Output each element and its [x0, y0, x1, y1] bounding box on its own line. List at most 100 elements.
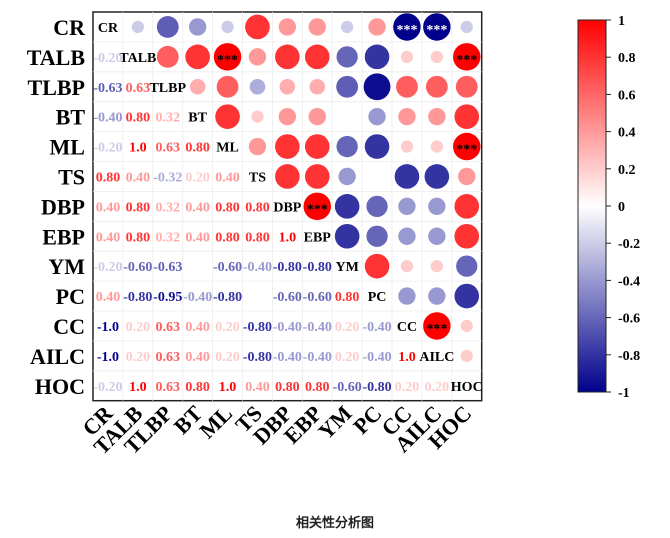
coefficient-label: 0.40	[215, 170, 240, 185]
diagonal-label: CR	[98, 21, 119, 36]
coefficient-label: 0.32	[156, 111, 181, 126]
correlation-circle	[156, 45, 179, 68]
correlation-circle	[248, 137, 267, 156]
coefficient-label: 0.80	[185, 141, 210, 156]
coefficient-label: -0.40	[303, 350, 332, 365]
coefficient-label: -0.20	[93, 141, 122, 156]
diagonal-label: YM	[335, 260, 358, 275]
coefficient-label: 0.63	[126, 81, 151, 96]
correlation-circle	[303, 192, 332, 221]
column-label: ML	[194, 401, 237, 444]
correlation-circle	[308, 18, 326, 36]
coefficient-label: 0.80	[335, 290, 360, 305]
correlation-circle	[156, 16, 179, 38]
diagonal-label: BT	[188, 111, 207, 126]
diagonal-label: TALB	[119, 51, 156, 66]
coefficient-label: 0.80	[275, 380, 300, 395]
correlation-circle	[452, 132, 481, 161]
coefficient-label: -0.40	[362, 350, 391, 365]
figure-caption: 相关性分析图	[295, 516, 374, 531]
correlation-circle	[400, 140, 414, 153]
coefficient-label: 0.20	[335, 320, 360, 335]
coefficient-label: 0.20	[126, 320, 151, 335]
coefficient-label: 0.80	[215, 230, 240, 245]
coefficient-label: -1.0	[97, 350, 119, 365]
correlation-circle	[460, 20, 473, 34]
correlation-circle	[454, 104, 480, 129]
diagonal-label: TLBP	[149, 81, 186, 96]
correlation-circle	[304, 44, 330, 70]
coefficient-label: 0.63	[156, 320, 181, 335]
colorbar-tick-label: 0.2	[618, 163, 636, 178]
coefficient-label: -0.60	[273, 290, 302, 305]
coefficient-label: 0.20	[126, 350, 151, 365]
coefficient-label: -0.40	[93, 111, 122, 126]
significance-marker: ***	[217, 53, 238, 68]
diagonal-label: AILC	[419, 350, 454, 365]
coefficient-label: 0.20	[395, 380, 420, 395]
colorbar-tick-label: 0.6	[618, 88, 636, 103]
correlation-circle	[279, 78, 296, 95]
correlation-circle	[428, 197, 446, 216]
correlation-circle	[340, 20, 354, 34]
row-label: ML	[50, 135, 85, 160]
correlation-circle	[400, 259, 414, 273]
correlation-circle	[430, 50, 444, 64]
matrix-frame	[92, 11, 483, 402]
coefficient-label: -0.40	[183, 290, 212, 305]
correlation-circle	[398, 287, 416, 305]
correlation-circle	[245, 14, 270, 40]
correlation-circle	[278, 107, 297, 126]
correlation-circle	[215, 104, 240, 129]
coefficient-label: -0.95	[153, 290, 182, 305]
correlation-circle	[275, 134, 300, 159]
coefficient-label: -0.60	[213, 260, 242, 275]
coefficient-label: 0.40	[96, 230, 121, 245]
correlation-circle	[213, 43, 242, 71]
coefficient-label: 0.80	[126, 230, 151, 245]
correlation-circle	[454, 283, 480, 309]
correlation-circle	[398, 197, 416, 216]
colorbar-tick-label: -0.6	[618, 312, 640, 327]
correlation-circle	[336, 75, 359, 98]
correlation-circle	[363, 73, 391, 101]
coefficient-label: 0.32	[156, 230, 181, 245]
row-label: EBP	[42, 224, 85, 249]
coefficient-label: 0.80	[305, 380, 330, 395]
coefficient-label: 0.32	[156, 200, 181, 215]
correlation-circle	[423, 13, 451, 41]
coefficient-label: 0.40	[185, 200, 210, 215]
correlation-matrix-svg: CRTALBTLBPBTMLTSDBPEBPYMPCCCAILCHOCCRTAL…	[27, 11, 640, 459]
coefficient-label: 1.0	[219, 380, 237, 395]
correlation-circle	[336, 46, 358, 68]
coefficient-label: -1.0	[97, 320, 119, 335]
correlation-circle	[368, 18, 386, 36]
correlation-circle	[393, 13, 421, 41]
coefficient-label: -0.20	[93, 260, 122, 275]
coefficient-label: 0.80	[126, 111, 151, 126]
correlation-circle	[454, 223, 480, 249]
coefficient-label: -0.40	[303, 320, 332, 335]
correlation-circle	[364, 44, 390, 70]
coefficient-label: -0.40	[273, 350, 302, 365]
correlation-circle	[428, 107, 446, 126]
correlation-circle	[460, 349, 473, 363]
correlation-circle	[425, 75, 448, 98]
correlation-circle	[423, 312, 451, 340]
significance-marker: ***	[426, 23, 447, 38]
correlation-circle	[364, 253, 390, 279]
colorbar-tick-label: 0.4	[618, 126, 636, 141]
diagonal-label: HOC	[451, 380, 483, 395]
coefficient-label: 0.40	[126, 170, 151, 185]
coefficient-label: 0.63	[156, 141, 181, 156]
coefficient-label: 0.80	[185, 380, 210, 395]
coefficient-label: -0.40	[243, 260, 272, 275]
diagonal-label: DBP	[273, 200, 301, 215]
coefficient-label: 1.0	[129, 380, 147, 395]
correlation-circle	[278, 18, 297, 36]
row-label: BT	[56, 105, 86, 130]
colorbar-tick-label: -0.4	[618, 274, 640, 289]
coefficient-label: -0.63	[93, 81, 122, 96]
colorbar-tick-label: 0.8	[618, 51, 636, 66]
